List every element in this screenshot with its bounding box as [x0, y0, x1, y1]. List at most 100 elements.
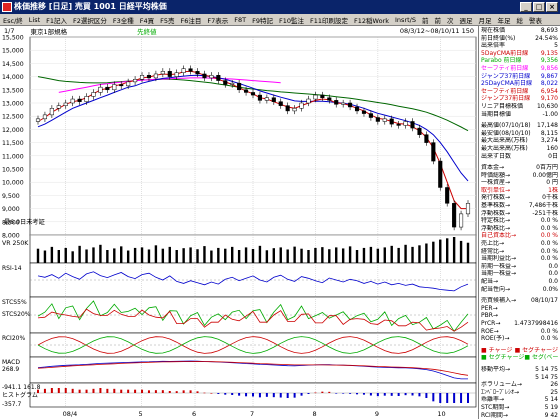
candle-body[interactable] [313, 94, 318, 100]
candle-body[interactable] [382, 118, 387, 122]
stock-chart[interactable]: 15,500 15,000 14,500 14,000 13,500 13,000 12,5… [0, 35, 478, 419]
candle-body[interactable] [42, 114, 47, 120]
candle-body[interactable] [49, 108, 54, 116]
candle-body[interactable] [403, 121, 408, 126]
candle-body[interactable] [223, 80, 228, 85]
menu-item-20[interactable]: 年足 [497, 16, 511, 25]
menu-item-21[interactable]: 総 [516, 16, 523, 25]
candle-body[interactable] [306, 98, 311, 104]
candle-body[interactable] [146, 75, 152, 79]
candle-body[interactable] [320, 94, 325, 98]
menu-item-2[interactable]: F1記入 [46, 16, 68, 25]
candle-body[interactable] [465, 203, 471, 215]
candle-body[interactable] [424, 134, 429, 143]
volume-bar [432, 241, 435, 263]
y-tick-label: 14,000 [2, 74, 24, 81]
candle-body[interactable] [361, 110, 367, 114]
menu-item-16[interactable]: 前 [434, 16, 441, 25]
candle-body[interactable] [188, 68, 193, 72]
candle-body[interactable] [105, 86, 110, 91]
menu-item-8[interactable]: F7表示 [207, 16, 229, 25]
menu-item-22[interactable]: 警表 [528, 16, 542, 25]
candle-body[interactable] [112, 84, 117, 91]
candle-body[interactable] [133, 78, 138, 83]
candle-body[interactable] [431, 142, 436, 162]
candle-body[interactable] [237, 82, 242, 91]
menu-item-12[interactable]: F11印刷設定 [310, 16, 349, 25]
candle-body[interactable] [91, 92, 96, 97]
candle-body[interactable] [285, 105, 290, 112]
candle-body[interactable] [348, 102, 353, 108]
candle-body[interactable] [216, 75, 221, 81]
menu-item-3[interactable]: F2選択区分 [73, 16, 107, 25]
menu-item-14[interactable]: Insrt/S [395, 15, 416, 24]
y-tick-label: 15,500 [2, 35, 24, 42]
candle-body[interactable] [264, 97, 269, 101]
candle-body[interactable] [452, 203, 457, 228]
menu-item-0[interactable]: Esc/終 [3, 16, 23, 25]
candle-body[interactable] [230, 82, 235, 85]
candle-body[interactable] [209, 75, 214, 79]
candle-body[interactable] [438, 160, 443, 188]
hist-bar [390, 393, 393, 396]
candle-body[interactable] [119, 84, 124, 87]
menu-item-9[interactable]: F8T [234, 15, 247, 24]
candle-body[interactable] [63, 102, 68, 106]
price-stat-row: リニア目標株価 10,630 [481, 103, 558, 111]
menu-item-4[interactable]: F3全種 [112, 16, 134, 25]
menu-item-11[interactable]: F10監注 [279, 16, 305, 25]
candle-body[interactable] [334, 100, 339, 105]
candle-body[interactable] [417, 127, 422, 135]
candle-body[interactable] [202, 73, 207, 79]
candle-body[interactable] [250, 92, 256, 96]
menu-item-18[interactable]: 週足 [459, 16, 473, 25]
candle-body[interactable] [271, 97, 276, 102]
menu-item-17[interactable]: 次 [446, 16, 454, 25]
candle-body[interactable] [244, 89, 249, 93]
candle-body[interactable] [327, 97, 332, 101]
close-button[interactable]: × [546, 2, 558, 12]
candle-body[interactable] [299, 102, 304, 109]
candle-body[interactable] [375, 117, 380, 122]
candle-body[interactable] [35, 118, 41, 122]
menu-item-13[interactable]: F12稲Work [354, 16, 390, 25]
candle-body[interactable] [195, 71, 200, 75]
maximize-button[interactable]: □ [533, 2, 545, 12]
chart-area[interactable]: 15,500 15,000 14,500 14,000 13,500 13,000 12,5… [0, 35, 478, 419]
candle-body[interactable] [459, 213, 464, 228]
candle-body[interactable] [70, 98, 75, 104]
candle-body[interactable] [181, 68, 186, 73]
candle-body[interactable] [278, 101, 283, 106]
hist-bar [314, 392, 317, 394]
menu-item-1[interactable]: List [28, 15, 41, 24]
candle-body[interactable] [174, 72, 179, 77]
candle-body[interactable] [167, 71, 172, 77]
menu-item-5[interactable]: F4買 [139, 16, 155, 25]
candle-body[interactable] [341, 102, 346, 105]
candle-body[interactable] [396, 123, 401, 126]
candle-body[interactable] [410, 121, 415, 129]
minimize-button[interactable]: _ [520, 2, 532, 12]
candle-body[interactable] [160, 71, 165, 75]
window-titlebar[interactable]: 株価推移 [日足] 売買 1001 日経平均株価 _ □ × [0, 0, 560, 14]
menu-item-10[interactable]: F9特記 [252, 16, 273, 25]
hist-bar [265, 393, 268, 397]
candle-body[interactable] [257, 94, 262, 101]
menu-item-15[interactable]: 前 [421, 16, 429, 25]
candle-body[interactable] [126, 81, 131, 87]
fundamental-row: 自己資本比→ 0.0 % [481, 232, 558, 240]
candle-body[interactable] [139, 75, 145, 80]
candle-body[interactable] [84, 96, 89, 102]
menu-item-19[interactable]: 月足 [478, 16, 492, 25]
menu-item-7[interactable]: F6注目 [180, 16, 202, 25]
menu-item-6[interactable]: F5売 [160, 16, 175, 25]
candle-body[interactable] [292, 108, 297, 112]
candle-body[interactable] [389, 118, 394, 125]
candle-body[interactable] [153, 73, 158, 79]
candle-body[interactable] [354, 106, 360, 112]
candle-body[interactable] [98, 86, 103, 93]
candle-body[interactable] [56, 105, 61, 109]
candle-body[interactable] [368, 113, 373, 118]
candle-body[interactable] [445, 187, 450, 204]
candle-body[interactable] [77, 98, 82, 102]
